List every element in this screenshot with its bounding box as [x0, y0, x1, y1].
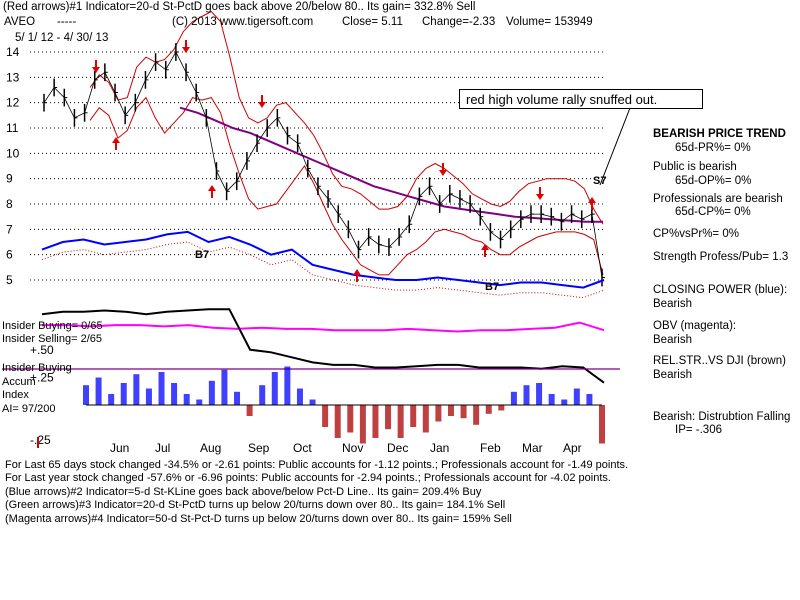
- pr-value: 65d-PR%= 0%: [675, 142, 751, 154]
- y-tick-label: 12: [6, 96, 20, 110]
- public-bearish-label: Public is bearish: [653, 161, 737, 173]
- sell-arrow-head: [536, 194, 544, 200]
- footer-line-1: For Last 65 days stock changed -34.5% or…: [5, 459, 629, 471]
- close-value: Close= 5.11: [342, 16, 403, 28]
- x-tick-label: Sep: [248, 441, 270, 455]
- sell-arrow-head: [258, 102, 266, 108]
- accum-label: Accum: [2, 376, 36, 388]
- prof-bearish-label: Professionals are bearish: [653, 193, 783, 205]
- signal-marker: B7: [195, 249, 209, 261]
- x-tick-label: Aug: [200, 441, 221, 455]
- insider-buying-count: Insider Buying= 0/65: [2, 320, 103, 332]
- index-label: Index: [2, 389, 29, 401]
- copyright: (C) 2013 www.tigersoft.com: [172, 16, 314, 28]
- signal-marker: B7: [485, 281, 499, 293]
- footer-line-4: (Green arrows)#3 Indicator=20-d St-PctD …: [5, 499, 506, 511]
- change-value: Change=-2.33: [422, 16, 496, 28]
- obv-line: [42, 321, 605, 333]
- insider-buying-label: Insider Buying: [2, 362, 72, 374]
- buy-arrow-head: [481, 244, 489, 250]
- buy-arrow-head: [353, 269, 361, 275]
- x-tick-label: Nov: [342, 441, 363, 455]
- closing-power-label: CLOSING POWER (blue):: [653, 284, 788, 296]
- moving-average-line: [179, 106, 603, 223]
- y-tick-label: 10: [6, 146, 20, 160]
- rel-str-line: [41, 308, 605, 384]
- price-line: [43, 51, 603, 278]
- y-tick-label: 9: [6, 172, 13, 186]
- y-tick-label: 5: [6, 273, 13, 287]
- sell-arrow-head: [439, 170, 447, 176]
- y-tick-label: 8: [6, 197, 13, 211]
- y-tick-label: 11: [6, 121, 19, 135]
- y-tick-label: 14: [6, 45, 20, 59]
- annotation-callout: red high volume rally snuffed out.: [459, 89, 703, 109]
- signal-marker: S7: [593, 175, 606, 187]
- buy-arrow-head: [112, 137, 120, 143]
- x-tick-label: Apr: [563, 441, 582, 455]
- buy-arrow-head: [208, 185, 216, 191]
- ip-value: IP= -.306: [675, 424, 722, 436]
- op-value: 65d-OP%= 0%: [675, 175, 752, 187]
- footer-line-5: (Magenta arrows)#4 Indicator=50-d St-Pct…: [5, 513, 512, 525]
- y-tick-label: 6: [6, 248, 13, 262]
- lower-band-line: [89, 96, 604, 276]
- distribution-label: Bearish: Distrubtion Falling: [653, 411, 791, 423]
- obv-state: Bearish: [653, 334, 692, 346]
- date-range: 5/ 1/ 12 - 4/ 30/ 13: [15, 32, 109, 44]
- ticker: AVEO: [4, 16, 36, 28]
- footer-line-2: For Last year stock changed -57.6% or -6…: [5, 472, 611, 484]
- cp-value: 65d-CP%= 0%: [675, 206, 751, 218]
- ai-value: AI= 97/200: [2, 403, 56, 415]
- sell-arrow-head: [182, 47, 190, 53]
- x-tick-label: Feb: [480, 441, 501, 455]
- rel-str-label: REL.STR..VS DJI (brown): [653, 355, 786, 367]
- cp-vs-pr: CP%vsPr%= 0%: [653, 228, 739, 240]
- y-tick-label: 13: [6, 70, 20, 84]
- x-tick-label: Jun: [110, 441, 129, 455]
- accum-tick-label: +.25: [30, 371, 54, 385]
- closing-power-line: [41, 230, 605, 289]
- obv-label: OBV (magenta):: [653, 320, 737, 332]
- cp-ma-line: [41, 241, 605, 299]
- bearish-trend-label: BEARISH PRICE TREND: [653, 128, 786, 140]
- x-tick-label: Dec: [387, 441, 408, 455]
- x-tick-label: Jan: [430, 441, 449, 455]
- insider-selling-count: Insider Selling= 2/65: [2, 333, 102, 345]
- sell-arrow-head: [92, 67, 100, 73]
- x-tick-label: Oct: [293, 441, 312, 455]
- accum-tick-label: +.50: [30, 343, 54, 357]
- footer-line-3: (Blue arrows)#2 Indicator=5-d St-KLine g…: [5, 486, 482, 498]
- y-tick-label: 7: [6, 222, 13, 236]
- upper-band-line: [89, 10, 604, 225]
- strength-ratio: Strength Profess/Pub= 1.3: [653, 251, 789, 263]
- callout-leader: [599, 107, 631, 186]
- closing-power-state: Bearish: [653, 298, 692, 310]
- accum-tick-label: -.25: [30, 433, 51, 447]
- volume-value: Volume= 153949: [506, 16, 593, 28]
- x-tick-label: Mar: [522, 441, 543, 455]
- indicator-1-line: (Red arrows)#1 Indicator=20-d St-PctD go…: [3, 1, 476, 13]
- rel-str-state: Bearish: [653, 369, 692, 381]
- x-tick-label: Jul: [155, 441, 170, 455]
- buy-arrow-head: [588, 197, 596, 203]
- ticker-dashes: -----: [57, 16, 77, 28]
